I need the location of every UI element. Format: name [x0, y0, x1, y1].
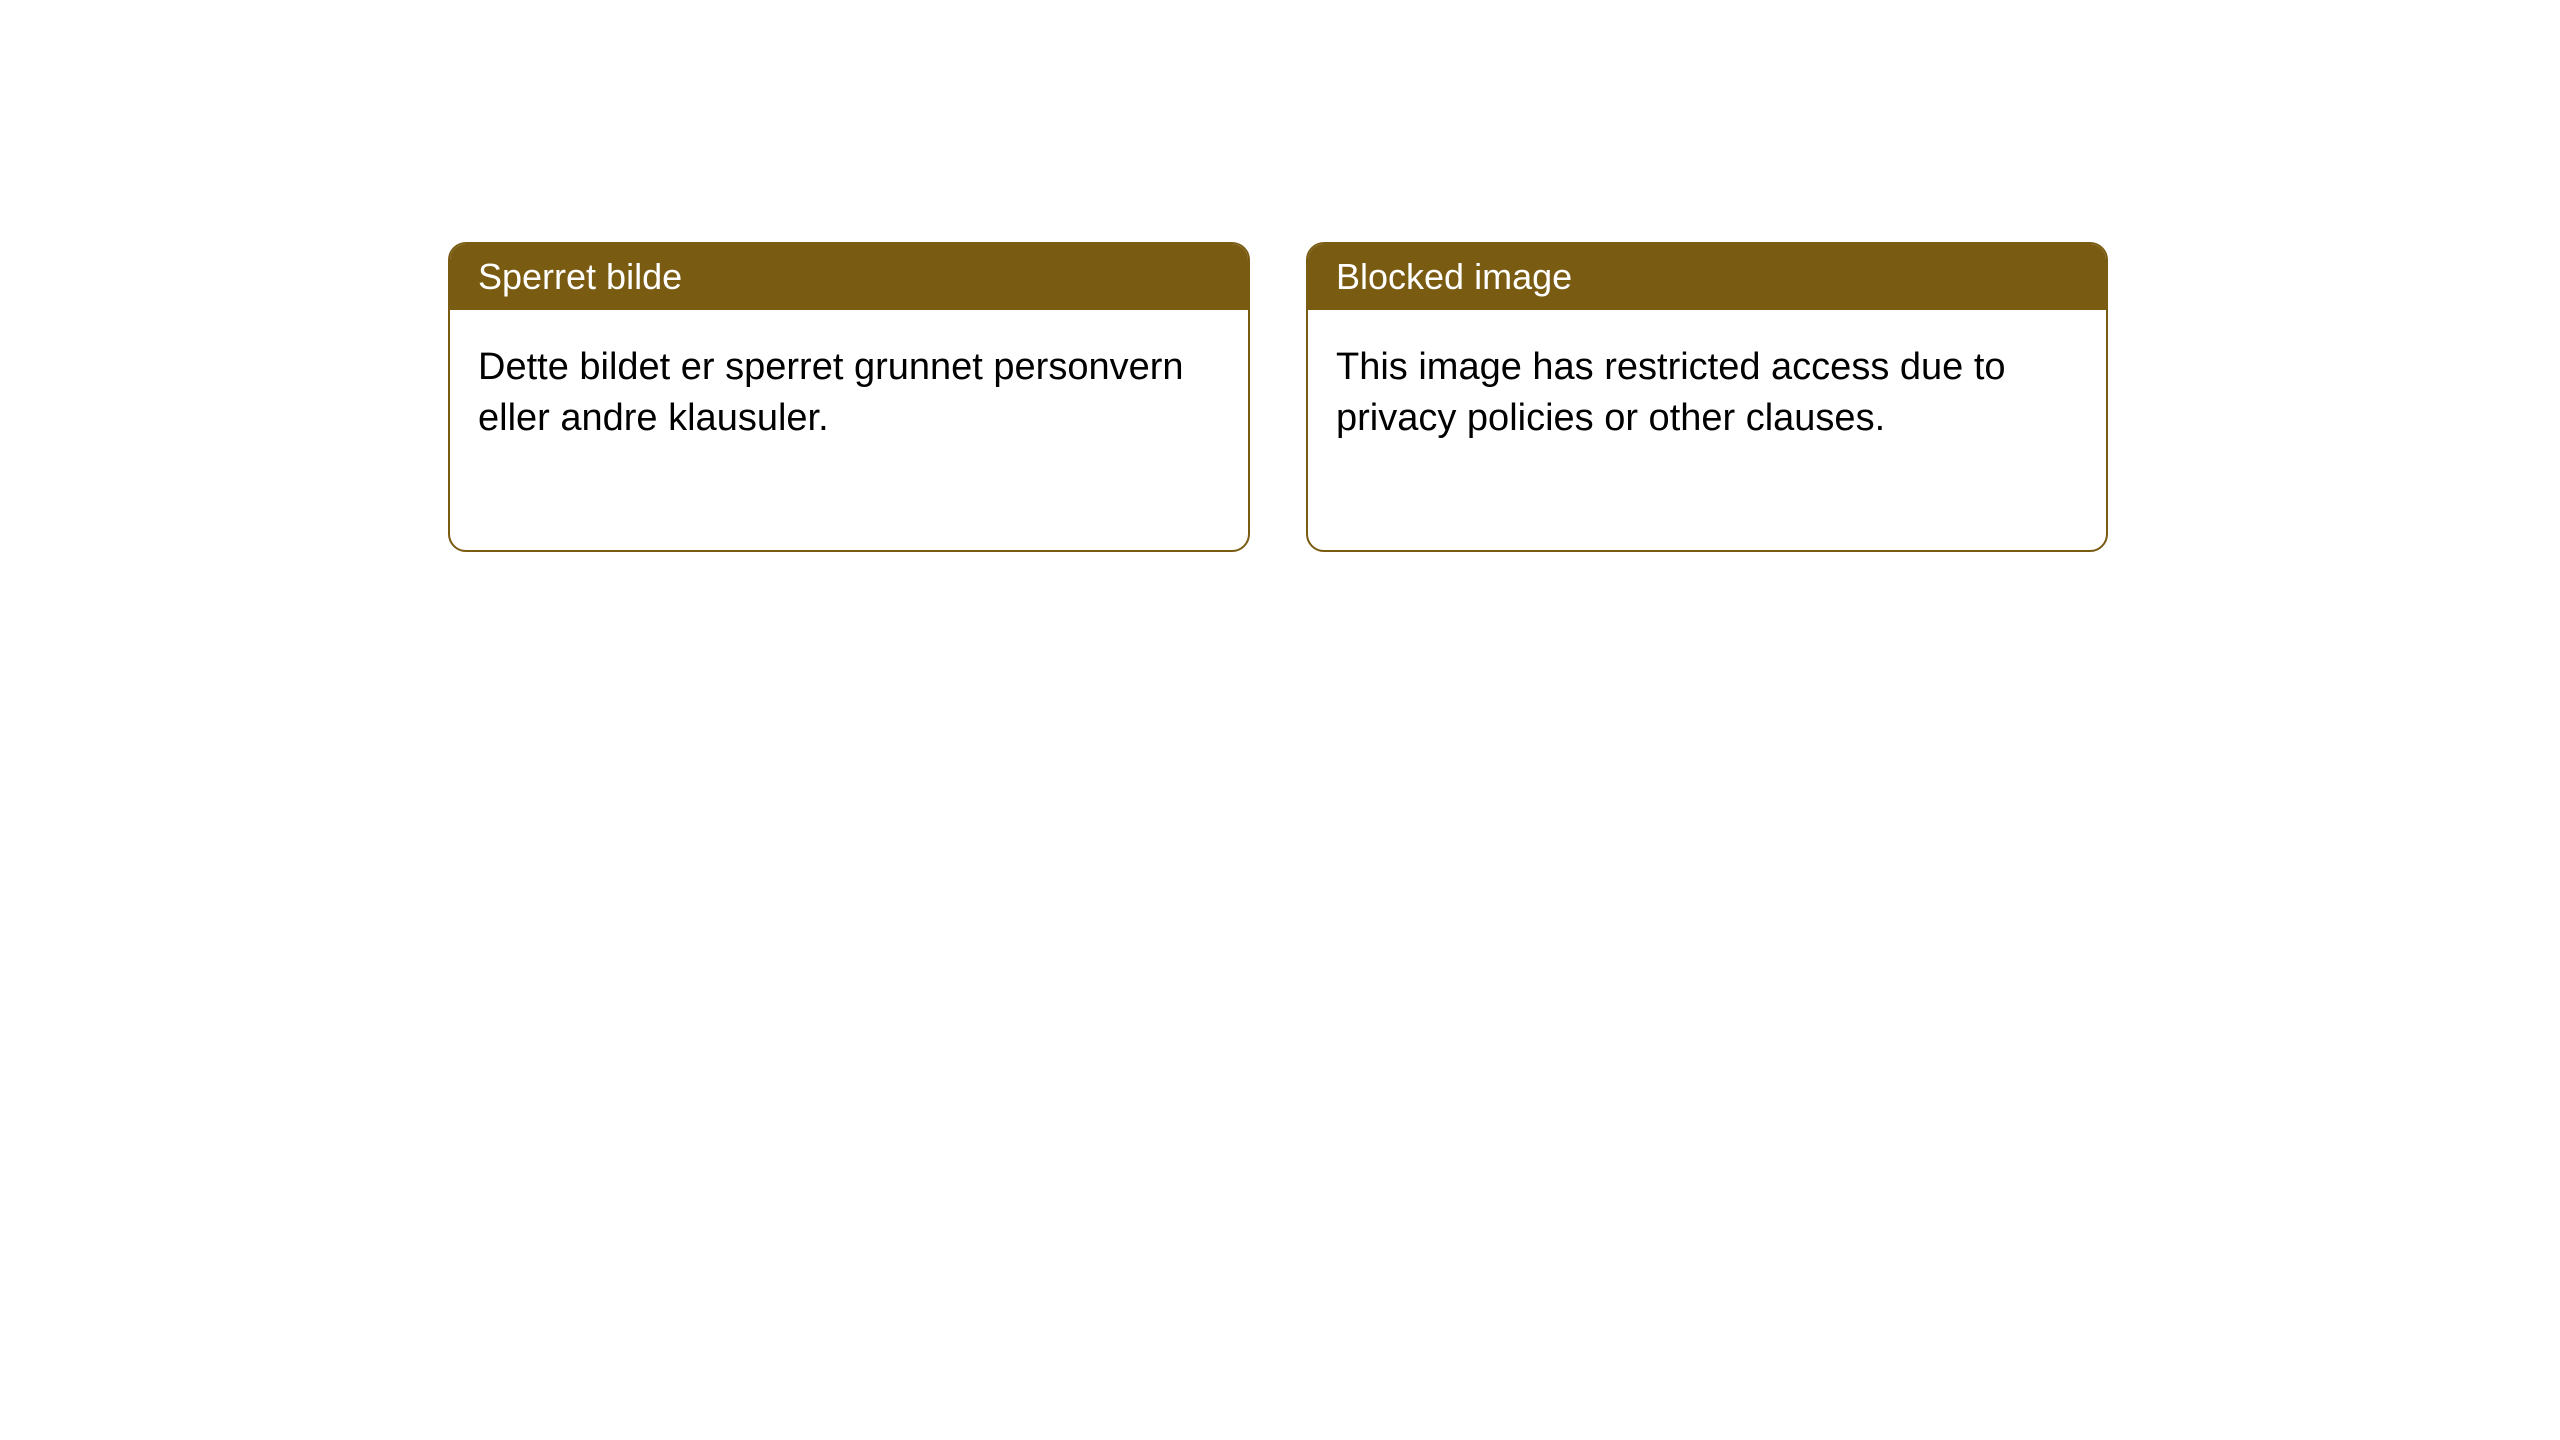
notice-body: Dette bildet er sperret grunnet personve…	[450, 310, 1248, 550]
notice-card-english: Blocked image This image has restricted …	[1306, 242, 2108, 552]
notice-card-norwegian: Sperret bilde Dette bildet er sperret gr…	[448, 242, 1250, 552]
notice-title: Sperret bilde	[450, 244, 1248, 310]
notice-title: Blocked image	[1308, 244, 2106, 310]
notice-body: This image has restricted access due to …	[1308, 310, 2106, 550]
notice-container: Sperret bilde Dette bildet er sperret gr…	[0, 0, 2560, 552]
